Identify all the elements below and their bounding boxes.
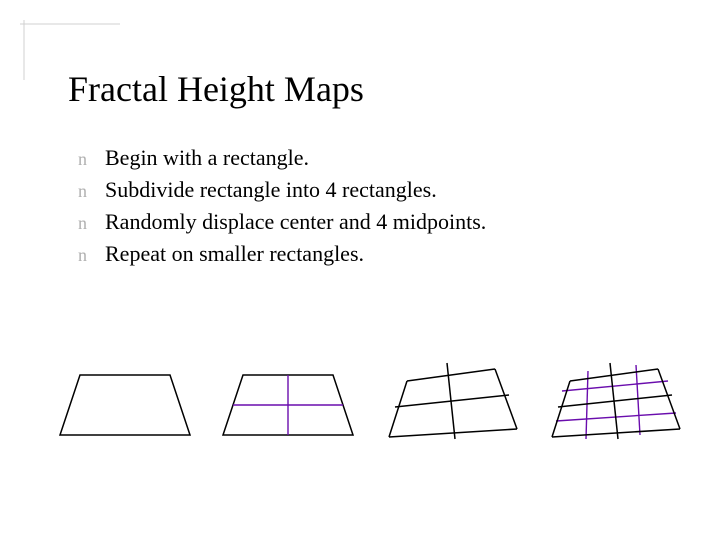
diagram-step-2: [213, 345, 363, 465]
bullet-text: Repeat on smaller rectangles.: [105, 241, 364, 267]
list-item: n Subdivide rectangle into 4 rectangles.: [78, 177, 486, 203]
diagram-step-1: [50, 345, 200, 465]
list-item: n Repeat on smaller rectangles.: [78, 241, 486, 267]
list-item: n Begin with a rectangle.: [78, 145, 486, 171]
diagram-step-4: [540, 345, 690, 465]
bullet-list: n Begin with a rectangle. n Subdivide re…: [78, 145, 486, 273]
list-item: n Randomly displace center and 4 midpoin…: [78, 209, 486, 235]
diagram-step-3: [377, 345, 527, 465]
bullet-text: Randomly displace center and 4 midpoints…: [105, 209, 486, 235]
bullet-marker: n: [78, 149, 87, 170]
bullet-text: Begin with a rectangle.: [105, 145, 309, 171]
bullet-text: Subdivide rectangle into 4 rectangles.: [105, 177, 437, 203]
bullet-marker: n: [78, 213, 87, 234]
slide-title: Fractal Height Maps: [68, 68, 364, 110]
bullet-marker: n: [78, 181, 87, 202]
bullet-marker: n: [78, 245, 87, 266]
diagram-row: [50, 320, 690, 490]
